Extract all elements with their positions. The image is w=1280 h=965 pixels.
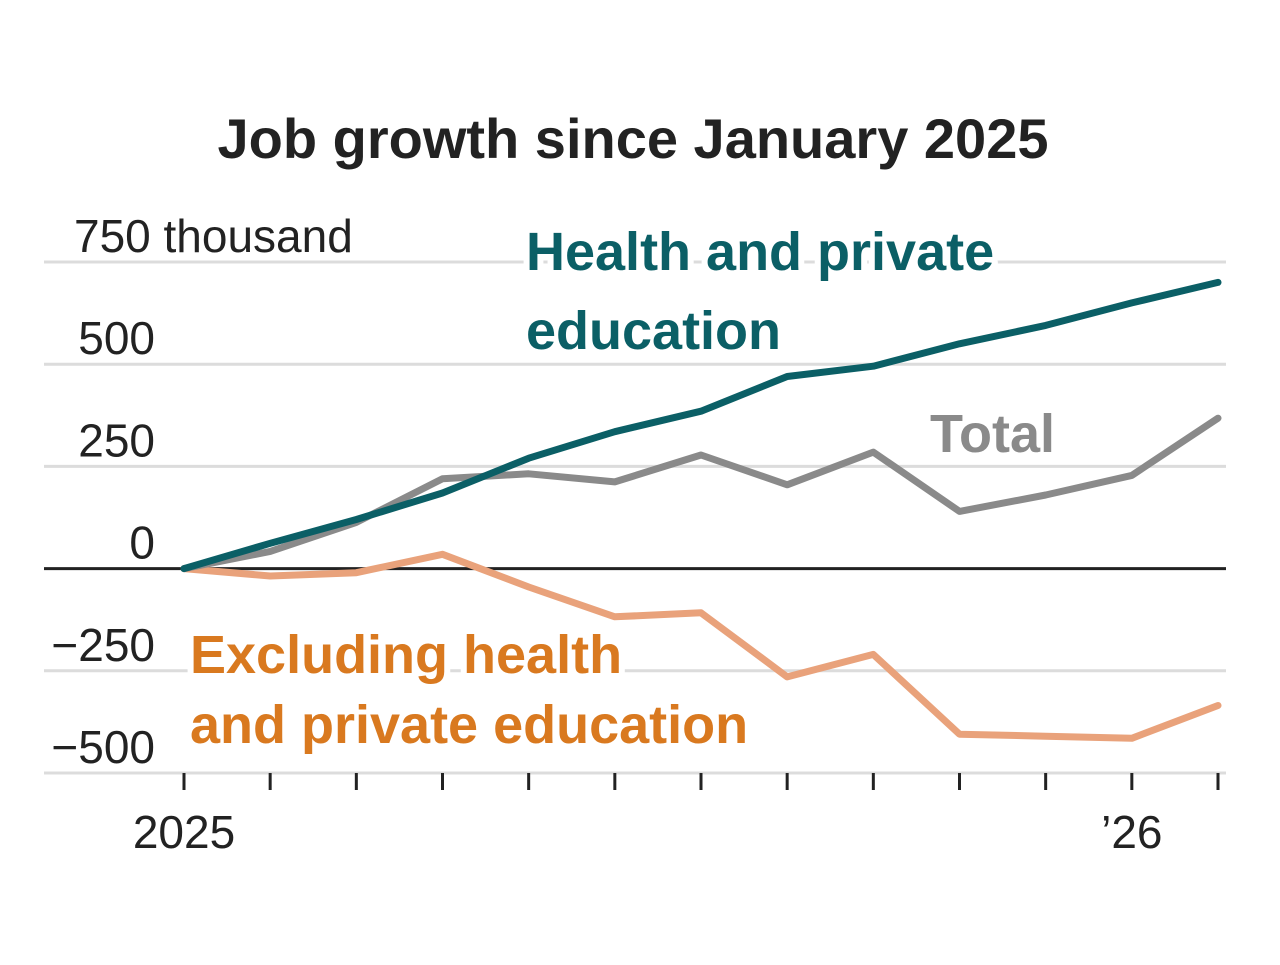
y-tick-label-250: 250 (78, 414, 155, 466)
series-label-excluding-health-and-private-education-line-1: Excluding health (190, 625, 622, 685)
y-tick-label-500: −500 (51, 721, 155, 773)
series-labels: Health and private education Total Excludin… (184, 216, 1061, 761)
series-line-excluding-health-and-private-education (180, 550, 1222, 742)
series-label-total-line-1: Total (930, 404, 1055, 464)
x-tick-labels: 2025 ’26 (133, 806, 1163, 858)
y-tick-label-500: 500 (78, 312, 155, 364)
chart-title: Job growth since January 2025 (218, 107, 1049, 170)
y-tick-label-750-thousand: 750 thousand (74, 210, 353, 262)
series-label-excluding-health-and-private-education-line-2: and private education (190, 695, 748, 755)
series-label-health-and-private-education-line-2: education (526, 301, 781, 361)
series-lines (180, 278, 1222, 742)
series-label-health-and-private-education-line-1: Health and private (526, 222, 994, 282)
y-tick-label-250: −250 (51, 619, 155, 671)
gridlines (44, 260, 1226, 775)
series-line-total (180, 414, 1222, 573)
y-tick-labels: 750 thousand 500 250 0 −250 −500 (51, 205, 357, 773)
y-tick-label-0: 0 (129, 517, 155, 569)
series-line-health-and-private-education (180, 278, 1222, 573)
x-tick-label-26: ’26 (1101, 806, 1162, 858)
x-tick-label-2025: 2025 (133, 806, 235, 858)
x-axis (44, 567, 1226, 790)
